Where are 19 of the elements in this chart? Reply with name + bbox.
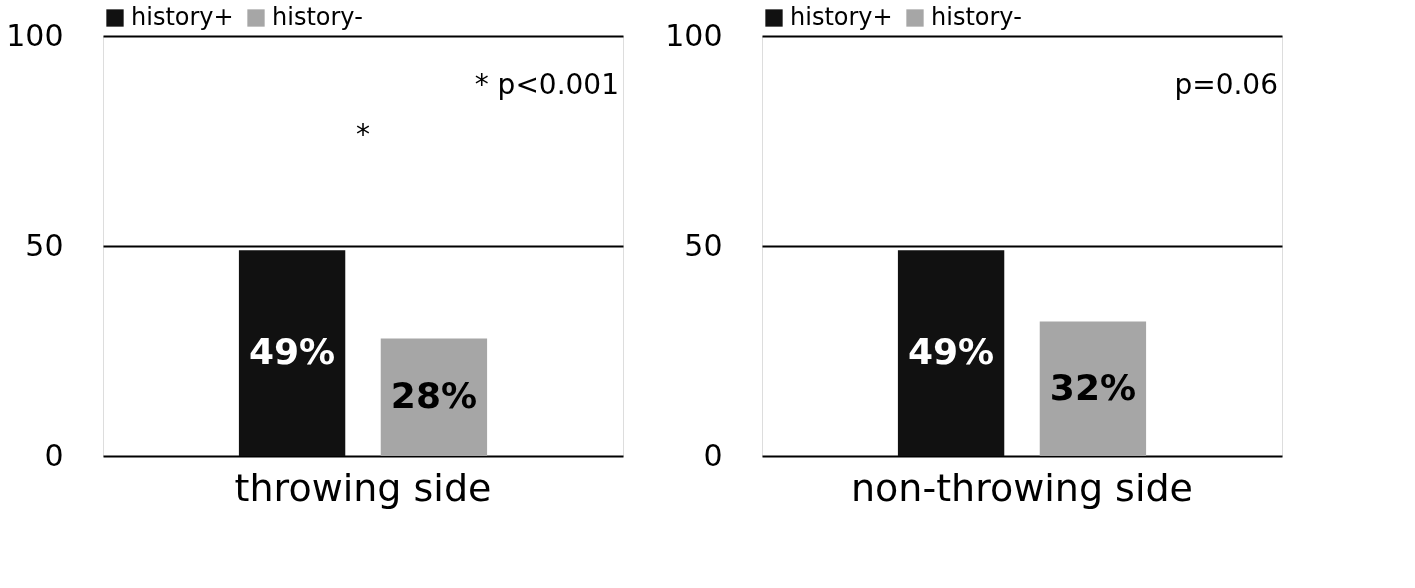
x-tick-label: throwing side (234, 465, 492, 510)
legend-label: history- (931, 3, 1022, 31)
data-label: 49% (249, 331, 336, 373)
y-tick-label: 100 (665, 17, 723, 53)
data-label: 32% (1049, 366, 1136, 408)
annotation: * p<0.001 (474, 68, 619, 101)
legend-label: history+ (131, 3, 234, 31)
legend-label: history+ (790, 3, 893, 31)
data-label: 49% (908, 331, 995, 373)
y-tick-label: 0 (44, 437, 64, 473)
x-tick-label: non-throwing side (851, 465, 1193, 510)
legend-label: history- (272, 3, 363, 31)
y-tick-label: 100 (6, 17, 64, 53)
y-tick-label: 50 (684, 227, 723, 263)
y-tick-label: 0 (703, 437, 723, 473)
data-label: 28% (390, 375, 477, 417)
annotation: * (356, 118, 370, 151)
annotation: p=0.06 (1174, 68, 1278, 101)
y-tick-label: 50 (25, 227, 64, 263)
